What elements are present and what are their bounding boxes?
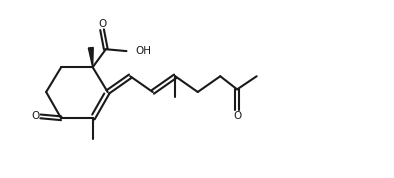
Text: O: O <box>98 19 106 29</box>
Text: O: O <box>233 111 241 121</box>
Text: O: O <box>32 111 40 121</box>
Text: OH: OH <box>135 46 151 56</box>
Polygon shape <box>88 48 93 67</box>
